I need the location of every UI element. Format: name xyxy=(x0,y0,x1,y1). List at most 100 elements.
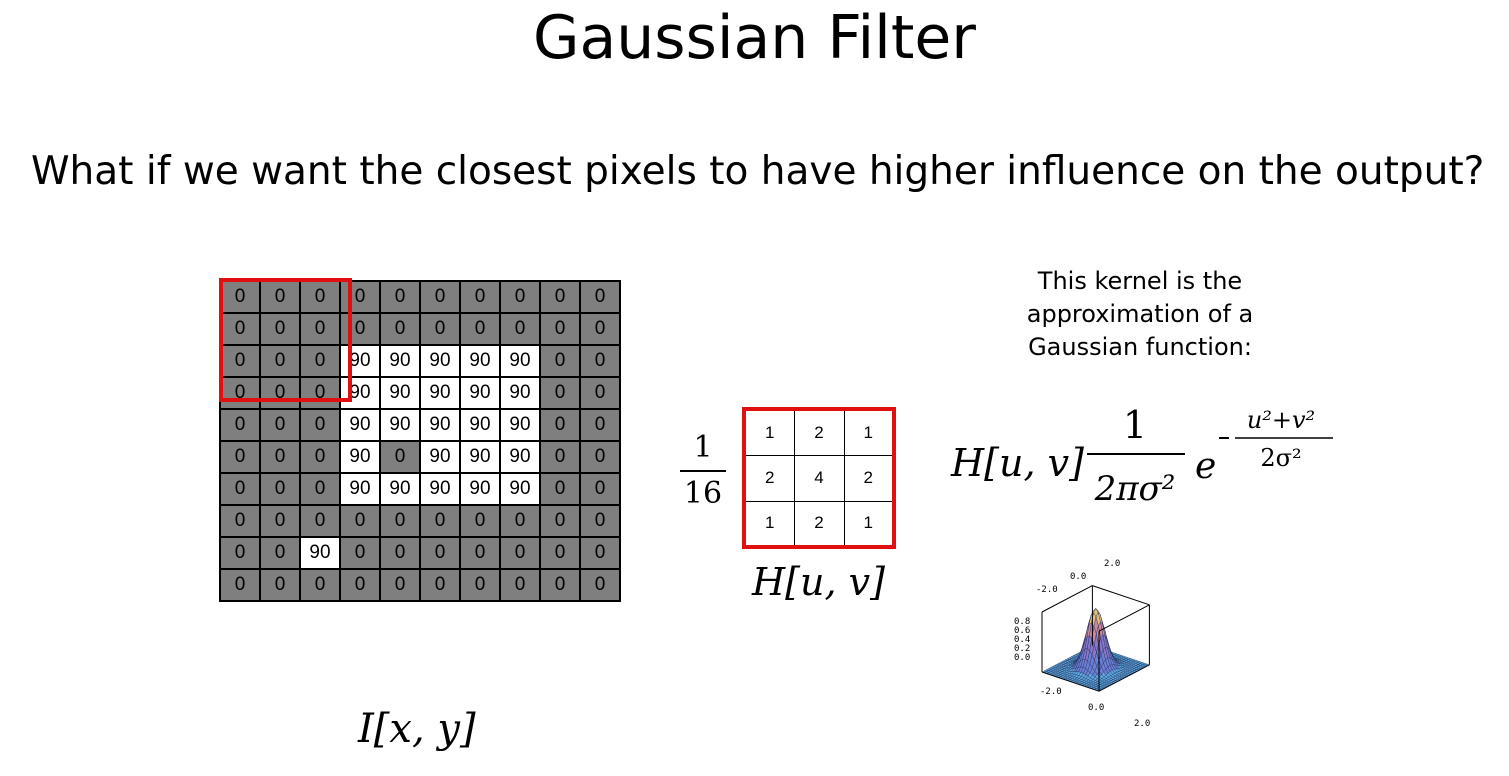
plot-box-edge xyxy=(1041,671,1100,692)
slide-title: Gaussian Filter xyxy=(533,3,976,73)
image-grid-cell: 0 xyxy=(419,280,461,314)
image-grid-cell: 0 xyxy=(539,376,581,410)
image-grid-cell: 90 xyxy=(379,376,421,410)
kernel-cell: 1 xyxy=(743,408,795,456)
kernel-cell: 2 xyxy=(843,454,895,502)
image-grid-cell: 0 xyxy=(259,344,301,378)
image-grid-cell: 0 xyxy=(339,280,381,314)
plot-box-edge xyxy=(1041,585,1093,613)
image-grid-cell: 0 xyxy=(499,312,541,346)
image-grid-cell: 0 xyxy=(379,280,421,314)
image-grid-cell: 0 xyxy=(539,504,581,538)
image-grid-cell: 0 xyxy=(539,312,581,346)
image-grid-cell: 0 xyxy=(259,376,301,410)
note-line: This kernel is the xyxy=(1037,267,1243,295)
image-grid-label: I[x, y] xyxy=(358,706,476,752)
image-grid-cell: 0 xyxy=(379,568,421,602)
image-grid-cell: 0 xyxy=(219,568,261,602)
image-grid-cell: 90 xyxy=(379,408,421,442)
image-grid-cell: 90 xyxy=(379,344,421,378)
plot-box-edge xyxy=(1098,664,1150,692)
image-grid-cell: 0 xyxy=(299,472,341,506)
image-grid-cell: 0 xyxy=(259,408,301,442)
image-grid-cell: 0 xyxy=(299,408,341,442)
image-grid-cell: 0 xyxy=(579,504,621,538)
image-grid-cell: 0 xyxy=(459,280,501,314)
kernel-cell: 4 xyxy=(793,454,845,502)
image-grid-cell: 0 xyxy=(299,344,341,378)
image-grid-cell: 90 xyxy=(419,376,461,410)
image-grid-cell: 0 xyxy=(259,312,301,346)
image-grid-cell: 0 xyxy=(539,344,581,378)
image-grid-cell: 0 xyxy=(219,280,261,314)
x-tick-label: 2.0 xyxy=(1134,719,1150,729)
image-grid-cell: 0 xyxy=(219,472,261,506)
image-grid-cell: 0 xyxy=(299,280,341,314)
plot-box-edge xyxy=(1092,585,1150,606)
plot-box-edge xyxy=(1098,604,1150,632)
y-tick-label: 0.0 xyxy=(1070,572,1086,582)
image-grid-cell: 90 xyxy=(379,472,421,506)
image-grid-cell: 90 xyxy=(499,472,541,506)
x-tick-label: -2.0 xyxy=(1040,687,1062,697)
image-grid-cell: 0 xyxy=(219,312,261,346)
image-grid-cell: 0 xyxy=(579,536,621,570)
image-grid-cell: 90 xyxy=(499,440,541,474)
image-grid-cell: 90 xyxy=(459,472,501,506)
image-grid-row: 0 0 0 90 0 90 90 90 0 0 xyxy=(219,440,621,474)
image-grid-cell: 0 xyxy=(219,504,261,538)
image-grid-cell: 90 xyxy=(459,344,501,378)
z-tick-label: 0.2 xyxy=(1014,644,1030,654)
image-grid-cell: 0 xyxy=(459,312,501,346)
image-grid-cell: 90 xyxy=(339,408,381,442)
image-grid-cell: 90 xyxy=(339,440,381,474)
image-grid-row: 0 0 0 90 90 90 90 90 0 0 xyxy=(219,376,621,410)
image-grid-cell: 90 xyxy=(419,408,461,442)
image-grid-cell: 90 xyxy=(499,376,541,410)
kernel-note: This kernel is the approximation of a Ga… xyxy=(990,265,1290,364)
kernel-cell: 2 xyxy=(743,454,795,502)
image-grid-cell: 0 xyxy=(339,568,381,602)
formula-exp-numerator: u²+v² xyxy=(1247,406,1315,434)
formula-denominator: 2πσ² xyxy=(1094,469,1176,509)
image-grid-cell: 0 xyxy=(579,440,621,474)
image-grid-cell: 90 xyxy=(339,472,381,506)
formula-exp-base: e xyxy=(1195,446,1216,487)
image-grid-cell: 0 xyxy=(579,408,621,442)
image-grid-row: 0 0 90 0 0 0 0 0 0 0 xyxy=(219,536,621,570)
kernel-cell: 1 xyxy=(743,500,795,548)
image-grid-cell: 90 xyxy=(459,376,501,410)
note-line: Gaussian function: xyxy=(1028,333,1252,361)
image-grid-cell: 90 xyxy=(339,376,381,410)
image-grid-cell: 0 xyxy=(579,472,621,506)
image-grid-cell: 0 xyxy=(579,568,621,602)
slide-question: What if we want the closest pixels to ha… xyxy=(31,149,1485,194)
kernel-scale-fraction: 1 16 xyxy=(680,430,726,512)
kernel-cell: 2 xyxy=(793,500,845,548)
image-grid-cell: 0 xyxy=(219,344,261,378)
formula-numerator: 1 xyxy=(1123,403,1147,447)
image-grid-cell: 0 xyxy=(579,280,621,314)
image-grid-row: 0 0 0 90 90 90 90 90 0 0 xyxy=(219,472,621,506)
image-grid-cell: 0 xyxy=(259,280,301,314)
note-line: approximation of a xyxy=(1026,300,1254,328)
kernel-cell: 1 xyxy=(843,408,895,456)
image-grid-cell: 0 xyxy=(419,504,461,538)
image-grid-cell: 0 xyxy=(299,440,341,474)
surface-mesh xyxy=(1041,608,1150,692)
image-grid-cell: 0 xyxy=(299,312,341,346)
image-grid-cell: 0 xyxy=(339,536,381,570)
kernel-cell: 2 xyxy=(793,408,845,456)
image-grid-cell: 0 xyxy=(419,536,461,570)
image-grid-cell: 90 xyxy=(299,536,341,570)
image-grid-cell: 0 xyxy=(539,280,581,314)
image-grid-cell: 90 xyxy=(499,408,541,442)
image-grid-cell: 0 xyxy=(219,440,261,474)
image-grid-cell: 0 xyxy=(379,504,421,538)
